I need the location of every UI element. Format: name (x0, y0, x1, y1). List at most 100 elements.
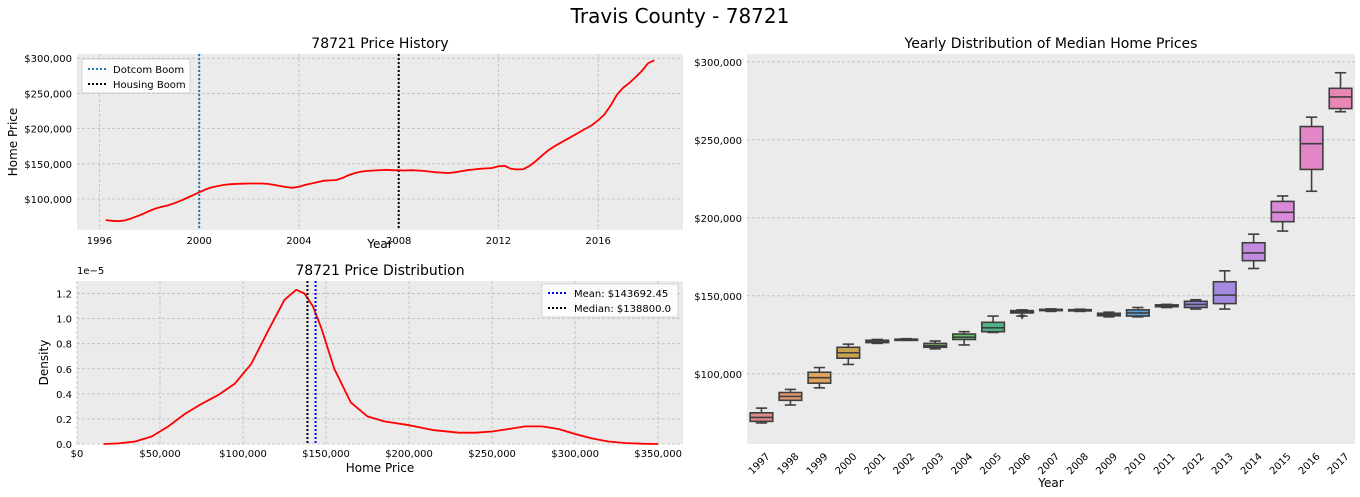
box-1998 (778, 388, 803, 406)
box-2009 (1096, 311, 1121, 318)
x-tick-label: 2000 (186, 236, 211, 247)
density-curve (103, 288, 659, 445)
x-tick-label: 2013 (1210, 451, 1236, 477)
y-tick-label: 1.0 (56, 315, 72, 326)
box-2006 (1009, 309, 1035, 320)
x-tick-label: 2004 (949, 451, 975, 477)
y-tick-label: 0.4 (56, 390, 72, 401)
y-tick-label: 0.8 (56, 340, 72, 351)
x-tick-label: $350,000 (634, 449, 682, 460)
x-tick-label: 2009 (1094, 451, 1120, 477)
x-axis-label: Year (366, 237, 392, 251)
box-2013 (1212, 270, 1237, 310)
box-1999 (807, 366, 832, 389)
box-2015 (1270, 195, 1295, 232)
box-2001 (865, 338, 890, 345)
legend-box (81, 58, 191, 94)
box-2011 (1154, 303, 1179, 309)
x-tick-label: 2003 (920, 451, 946, 477)
x-tick-label: $250,000 (468, 449, 516, 460)
y-tick-label: $150,000 (24, 160, 72, 171)
box-2005 (981, 315, 1006, 334)
x-tick-label: 2001 (863, 451, 889, 477)
x-tick-label: $100,000 (219, 449, 267, 460)
price-history-line (105, 59, 655, 223)
x-tick-label: 2016 (585, 236, 610, 247)
y-tick-label: $100,000 (694, 370, 742, 381)
x-tick-label: 1999 (805, 451, 831, 477)
x-tick-label: 2011 (1152, 451, 1178, 477)
y-tick-label: 0.0 (56, 440, 72, 451)
y-tick-label: $200,000 (24, 125, 72, 136)
legend-label: Dotcom Boom (113, 65, 184, 76)
box-2008 (1067, 308, 1093, 313)
y-tick-label: $100,000 (24, 195, 72, 206)
box-2016 (1299, 116, 1324, 193)
x-tick-label: $150,000 (302, 449, 350, 460)
x-tick-label: 2010 (1123, 451, 1149, 477)
x-tick-label: 2007 (1036, 451, 1062, 477)
distribution-title: 78721 Price Distribution (295, 263, 464, 279)
y-tick-label: 1.2 (56, 290, 72, 301)
x-tick-label: 2016 (1297, 451, 1323, 477)
x-tick-label: 1996 (87, 236, 112, 247)
y-tick-label: $300,000 (694, 58, 742, 69)
iqr-box (1328, 87, 1353, 110)
iqr-box (1212, 280, 1237, 305)
y-tick-label: 0.6 (56, 365, 72, 376)
box-2007 (1038, 308, 1064, 313)
x-tick-label: 2000 (834, 451, 860, 477)
x-tick-label: 2008 (386, 236, 411, 247)
box-2017 (1328, 71, 1353, 113)
iqr-box (1241, 241, 1266, 262)
history-title: 78721 Price History (311, 36, 448, 52)
box-2012 (1183, 298, 1208, 310)
x-tick-label: 2014 (1239, 451, 1265, 477)
x-tick-label: 2006 (1007, 451, 1033, 477)
y-axis-label: Home Price (6, 108, 20, 177)
y-tick-label: 0.2 (56, 415, 72, 426)
box-2014 (1241, 233, 1266, 270)
box-1997 (749, 407, 774, 424)
y-tick-label: $300,000 (24, 54, 72, 65)
x-tick-label: 2017 (1326, 451, 1352, 477)
box-2010 (1125, 306, 1150, 318)
x-tick-label: 2004 (286, 236, 311, 247)
y-tick-label: $200,000 (694, 214, 742, 225)
x-tick-label: 2012 (486, 236, 511, 247)
x-tick-label: 2012 (1181, 451, 1207, 477)
box-2002 (894, 337, 919, 342)
outlier-marker (1019, 314, 1026, 320)
x-axis-label: Home Price (346, 461, 415, 475)
x-tick-label: $300,000 (551, 449, 599, 460)
legend: Mean: $143692.45 Median: $138800.0 (541, 283, 679, 318)
figure-title: Travis County - 78721 (570, 4, 790, 28)
legend-label: Mean: $143692.45 (574, 289, 668, 300)
y-tick-label: $250,000 (694, 136, 742, 147)
y-tick-label: $150,000 (694, 292, 742, 303)
legend-box (541, 283, 679, 318)
box-2000 (836, 343, 861, 366)
y-tick-label: $250,000 (24, 89, 72, 100)
y-offset-label: 1e−5 (77, 266, 104, 277)
x-tick-label: 2015 (1268, 451, 1294, 477)
x-tick-label: 2008 (1065, 451, 1091, 477)
legend: Dotcom Boom Housing Boom (81, 58, 191, 94)
legend-label: Housing Boom (113, 80, 186, 91)
x-tick-label: $0 (71, 449, 84, 460)
y-axis-label: Density (37, 340, 51, 386)
iqr-box (1299, 125, 1324, 171)
legend-label: Median: $138800.0 (574, 304, 671, 315)
x-axis-label: Year (1037, 476, 1063, 490)
x-tick-label: $200,000 (385, 449, 433, 460)
x-tick-label: 2005 (978, 451, 1004, 477)
x-tick-label: $50,000 (139, 449, 180, 460)
x-tick-label: 1998 (776, 451, 802, 477)
box-2003 (923, 340, 948, 350)
box-2004 (952, 330, 977, 346)
x-tick-label: 2002 (892, 451, 918, 477)
